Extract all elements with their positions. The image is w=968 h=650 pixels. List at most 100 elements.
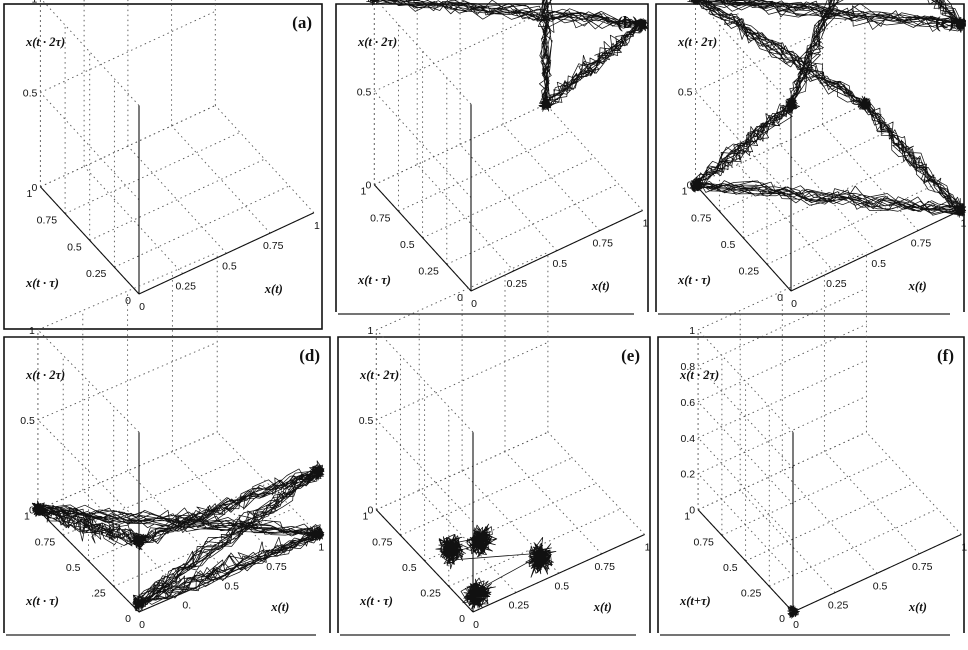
grid-line — [697, 359, 867, 439]
x-tick-label: 0.25 — [509, 600, 530, 612]
grid-line — [40, 105, 216, 188]
y-tick-label: 0 — [125, 295, 131, 307]
x-tick-label: 0 — [473, 619, 479, 631]
z-tick-label: 1 — [32, 0, 38, 5]
grid-line — [448, 508, 621, 587]
grid-line — [824, 451, 920, 555]
x-axis-title: x(t) — [264, 282, 283, 296]
y-tick-label: 1 — [27, 188, 33, 200]
z-tick-label: 1 — [29, 325, 35, 337]
panel-border — [337, 336, 651, 633]
panel-label: (f) — [937, 346, 954, 365]
grid-line — [214, 105, 315, 214]
y-tick-label: 0.75 — [37, 215, 58, 227]
z-tick-label: 0.5 — [357, 86, 372, 98]
panel-label: (e) — [621, 346, 640, 365]
y-tick-label: 0.5 — [721, 239, 736, 251]
grid-line — [781, 470, 878, 574]
x-tick-label: 1 — [314, 220, 320, 232]
y-axis-line — [697, 509, 794, 613]
z-tick-label: 0 — [29, 505, 35, 517]
y-axis-line — [695, 184, 792, 292]
x-tick-label: 0.5 — [552, 258, 567, 270]
x-tick-label: 0.5 — [871, 258, 886, 270]
y-tick-label: 1 — [362, 511, 368, 523]
z-axis-title: x(t · 2τ) — [677, 35, 717, 49]
y-tick-label: 0.25 — [739, 265, 760, 277]
z-tick-label: 0.5 — [23, 88, 38, 100]
y-axis-title: x(t+τ) — [679, 594, 711, 608]
grid-line — [41, 0, 140, 106]
y-axis-title: x(t · τ) — [677, 273, 711, 287]
z-tick-label: 0 — [689, 505, 695, 517]
grid-line — [779, 144, 877, 252]
grid-line — [697, 473, 794, 577]
grid-line — [745, 482, 915, 562]
grid-line — [697, 323, 867, 403]
x-tick-label: 0.25 — [828, 600, 849, 612]
grid-line — [545, 103, 643, 211]
z-tick-label: 0.5 — [678, 86, 693, 98]
trajectory-series — [369, 0, 649, 112]
panel-border — [3, 336, 331, 633]
y-tick-label: 0.75 — [372, 536, 393, 548]
y-tick-label: 1 — [360, 186, 366, 198]
z-tick-label: 1 — [367, 325, 373, 337]
x-tick-label: 0.25 — [175, 281, 196, 293]
grid-line — [461, 470, 560, 574]
panel-label: (a) — [292, 13, 312, 32]
x-tick-label: 0.75 — [594, 561, 615, 573]
y-tick-label: 0.25 — [418, 265, 439, 277]
grid-line — [376, 341, 549, 421]
y-tick-label: 0 — [777, 292, 783, 304]
grid-line — [769, 508, 938, 587]
grid-line — [375, 419, 474, 523]
grid-line — [40, 10, 216, 93]
grid-line — [743, 156, 913, 239]
z-tick-label: 0.8 — [680, 361, 695, 373]
y-tick-label: 0.5 — [67, 241, 82, 253]
grid-line — [697, 251, 867, 331]
trajectory-series — [435, 523, 557, 610]
grid-line — [83, 166, 184, 275]
x-tick-label: 1 — [643, 218, 649, 230]
z-axis-title: x(t · 2τ) — [679, 368, 719, 382]
grid-line — [866, 431, 962, 535]
panel-border — [335, 3, 649, 312]
grid-line — [697, 431, 867, 511]
x-tick-label: 0.25 — [826, 278, 847, 290]
grid-line — [739, 489, 836, 593]
grid-line — [547, 431, 645, 535]
trajectory-series — [787, 605, 800, 619]
grid-line — [171, 125, 271, 234]
z-tick-label: 0.6 — [680, 397, 695, 409]
grid-line — [697, 395, 867, 475]
grid-line — [37, 431, 218, 511]
grid-line — [719, 130, 889, 212]
y-axis-title: x(t · τ) — [357, 273, 391, 287]
z-tick-label: 1 — [687, 0, 693, 5]
x-tick-label: 0.5 — [554, 580, 569, 592]
grid-line — [766, 183, 937, 265]
y-tick-label: 0.5 — [723, 562, 738, 574]
z-axis-title: x(t · 2τ) — [357, 35, 397, 49]
z-tick-label: 0.4 — [680, 433, 695, 445]
grid-line — [375, 329, 474, 433]
grid-line — [422, 156, 595, 239]
grid-line — [64, 131, 241, 215]
z-tick-label: 0.2 — [680, 469, 695, 481]
grid-line — [376, 251, 549, 331]
z-tick-label: 1 — [689, 325, 695, 337]
x-tick-label: 1 — [961, 542, 967, 554]
panel-border — [3, 3, 323, 330]
x-tick-label: 0 — [139, 301, 145, 313]
y-axis-title: x(t · τ) — [25, 276, 59, 290]
x-tick-label: 0.75 — [266, 561, 287, 573]
